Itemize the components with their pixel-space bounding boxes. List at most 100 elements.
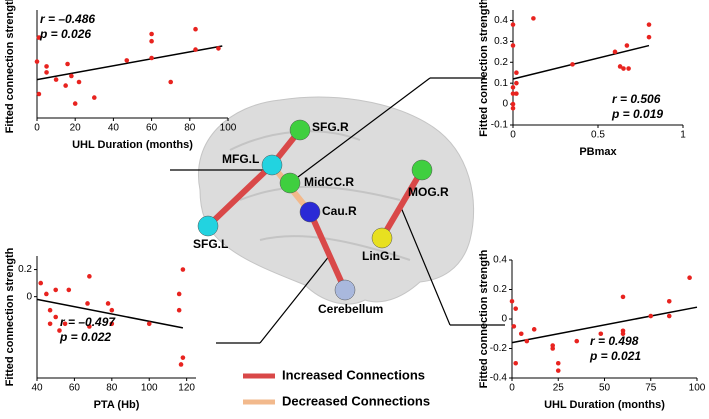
- connection: [307, 209, 348, 293]
- point: [146, 321, 152, 327]
- node-label: MFG.L: [222, 152, 259, 166]
- point: [63, 83, 68, 88]
- node-label: MOG.R: [408, 185, 449, 199]
- x-tick-label: 120: [178, 383, 195, 394]
- x-axis-label: PBmax: [579, 146, 617, 158]
- brain-node: [299, 201, 321, 223]
- point: [47, 321, 53, 327]
- legend-label: Increased Connections: [282, 367, 425, 382]
- node-label: LinG.L: [362, 249, 400, 263]
- point: [69, 73, 74, 79]
- point: [44, 291, 49, 297]
- brain-node: [371, 227, 393, 249]
- y-tick-label: 0.4: [493, 255, 507, 266]
- point: [531, 16, 536, 21]
- point: [53, 314, 59, 320]
- node-label: Cerebellum: [318, 302, 383, 316]
- brain-node: [411, 159, 433, 181]
- point: [149, 55, 154, 61]
- brain-node: [334, 279, 356, 301]
- point: [34, 59, 40, 64]
- point: [555, 368, 561, 373]
- point: [646, 34, 652, 40]
- y-axis-label: Fitted connection strength: [478, 0, 490, 137]
- connection: [379, 167, 425, 241]
- fit-line: [36, 298, 184, 329]
- y-tick-label: 0.3: [494, 36, 508, 47]
- point: [53, 287, 59, 293]
- point: [178, 362, 184, 367]
- point: [624, 43, 630, 48]
- x-tick-label: 25: [553, 383, 565, 394]
- point: [514, 80, 519, 86]
- legend-label: Decreased Connections: [282, 393, 430, 408]
- point: [62, 321, 68, 327]
- point: [511, 324, 517, 329]
- x-tick-label: 100: [141, 383, 158, 394]
- node-label: MidCC.R: [304, 175, 354, 189]
- point: [87, 274, 92, 279]
- y-tick-label: 0: [26, 291, 32, 302]
- point: [109, 321, 115, 327]
- brain-node: [197, 215, 219, 237]
- point: [44, 64, 49, 69]
- point: [509, 299, 515, 304]
- brain-node: [261, 154, 283, 176]
- point: [87, 324, 92, 329]
- point: [648, 313, 654, 319]
- point: [620, 294, 626, 300]
- x-tick-label: 0: [510, 130, 516, 141]
- fit-line: [511, 306, 698, 344]
- point: [510, 22, 516, 27]
- point: [53, 77, 59, 82]
- y-tick-label: -0.4: [490, 373, 508, 384]
- point: [85, 301, 90, 306]
- stat-annotation: p = 0.022: [59, 330, 111, 344]
- point: [626, 66, 631, 71]
- x-tick-label: 0: [509, 383, 515, 394]
- point: [47, 307, 53, 313]
- point: [666, 313, 672, 319]
- stat-annotation: r = –0.497: [60, 315, 116, 329]
- point: [612, 49, 618, 55]
- node-label: SFG.R: [312, 120, 349, 134]
- point: [574, 338, 580, 344]
- point: [550, 346, 555, 351]
- point: [514, 91, 519, 96]
- point: [36, 35, 42, 40]
- fit-line: [36, 45, 223, 81]
- brain: [198, 96, 475, 305]
- x-tick-label: 0.5: [591, 130, 605, 141]
- point: [44, 70, 49, 75]
- point: [666, 299, 672, 304]
- x-axis-label: PTA (Hb): [94, 399, 140, 411]
- node-label: SFG.L: [193, 237, 228, 251]
- x-tick-label: 60: [69, 383, 81, 394]
- x-tick-label: 80: [184, 123, 196, 134]
- point: [149, 38, 154, 44]
- point: [518, 331, 524, 337]
- point: [180, 267, 186, 272]
- point: [617, 64, 623, 69]
- point: [687, 275, 692, 281]
- stat-annotation: p = 0.019: [611, 107, 663, 121]
- point: [57, 328, 62, 333]
- point: [510, 105, 516, 111]
- point: [510, 43, 516, 48]
- point: [168, 79, 173, 85]
- point: [149, 31, 154, 37]
- y-tick-label: 0.4: [494, 15, 508, 26]
- stat-annotation: p = 0.021: [589, 349, 641, 363]
- x-tick-label: 60: [146, 123, 158, 134]
- x-tick-label: 40: [31, 383, 43, 394]
- x-tick-label: 50: [599, 383, 611, 394]
- point: [180, 355, 186, 360]
- point: [76, 79, 82, 85]
- point: [598, 331, 604, 337]
- point: [524, 338, 530, 344]
- y-tick-label: 0: [502, 99, 508, 110]
- y-tick-label: 0.2: [494, 57, 508, 68]
- y-tick-label: 0: [501, 314, 507, 325]
- point: [620, 331, 626, 337]
